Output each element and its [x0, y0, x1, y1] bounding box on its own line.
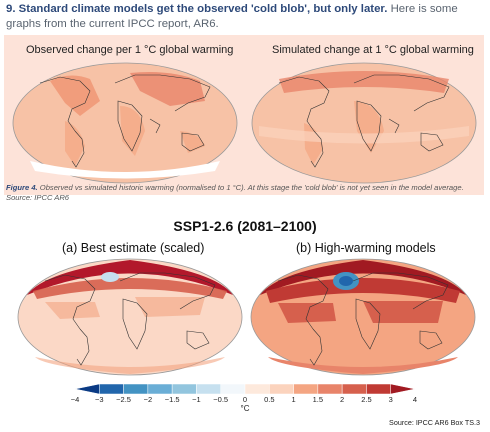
colorbar-tick-label: 1.5: [312, 395, 324, 404]
colorbar-bin: [341, 384, 367, 394]
heading: 9. Standard climate models get the obser…: [6, 2, 484, 32]
best-estimate-title: (a) Best estimate (scaled): [62, 241, 205, 255]
heading-number: 9.: [6, 3, 16, 15]
colorbar-tick-label: −3: [95, 395, 104, 404]
source-note: Source: IPCC AR6 Box TS.3: [389, 418, 480, 427]
colorbar-tick-label: −4: [70, 395, 80, 404]
caption-text: Observed vs simulated historic warming (…: [6, 183, 464, 202]
colorbar-tick-label: 3: [388, 395, 393, 404]
colorbar-unit: °C: [240, 404, 250, 413]
colorbar-tick-label: 0: [242, 395, 248, 404]
colorbar-tick-label: −2.5: [116, 395, 131, 404]
colorbar-bin: [317, 384, 343, 394]
observed-change-map: [12, 62, 238, 184]
colorbar-bin: [244, 384, 270, 394]
colorbar-tick-label: −1: [192, 395, 201, 404]
colorbar-bin: [171, 384, 197, 394]
colorbar-tick-label: −1.5: [164, 395, 180, 404]
ssp-title: SSP1-2.6 (2081–2100): [173, 218, 317, 234]
high-warming-title: (b) High-warming models: [296, 241, 436, 255]
colorbar-bin: [147, 384, 173, 394]
colorbar-tick-label: −0.5: [213, 395, 229, 404]
colorbar-bin: [293, 384, 319, 394]
caption-label: Figure 4.: [6, 183, 38, 192]
figure-4-panel: Observed change per 1 °C global warming …: [4, 35, 484, 195]
simulated-change-map: [251, 62, 477, 184]
colorbar-bin: [366, 384, 391, 394]
colorbar-bin: [390, 384, 415, 394]
colorbar-tick-label: 2.5: [361, 395, 372, 404]
colorbar-tick-label: 1: [291, 395, 296, 404]
high-warming-map: [250, 258, 476, 376]
figure-4-caption: Figure 4. Observed vs simulated historic…: [6, 183, 484, 203]
colorbar-bin: [269, 384, 294, 394]
colorbar-tick-label: −2: [143, 395, 153, 404]
observed-change-title: Observed change per 1 °C global warming: [26, 44, 234, 56]
colorbar-bin: [123, 384, 149, 394]
heading-highlight: Standard climate models get the observed…: [18, 3, 388, 15]
simulated-change-title: Simulated change at 1 °C global warming: [272, 44, 474, 56]
best-estimate-map: [17, 258, 243, 376]
colorbar-tick-label: 0.5: [264, 395, 275, 404]
colorbar-bin: [75, 384, 100, 394]
colorbar-tick-label: 2: [340, 395, 345, 404]
heading-rest: Here is some graphs from the current IPC…: [6, 3, 458, 30]
colorbar-bin: [99, 384, 124, 394]
colorbar-tick-label: 4: [412, 395, 418, 404]
colorbar-bin: [196, 384, 221, 394]
colorbar: [75, 384, 415, 394]
colorbar-bin: [220, 384, 246, 394]
